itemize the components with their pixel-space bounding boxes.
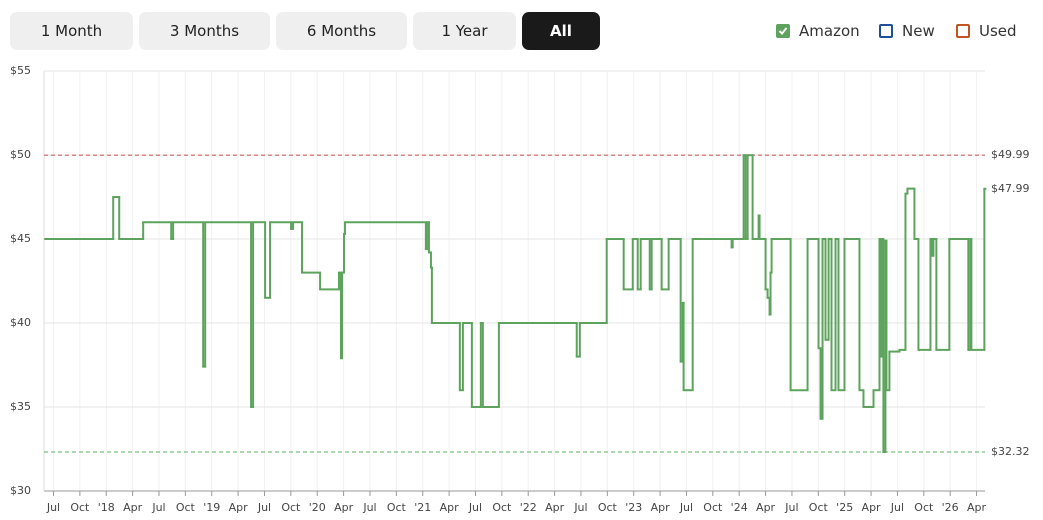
y-tick-label: $55 bbox=[10, 64, 31, 77]
x-tick-label: Apr bbox=[967, 501, 987, 514]
y-tick-label: $35 bbox=[10, 400, 31, 413]
x-tick-label: Apr bbox=[440, 501, 460, 514]
x-tick-label: Apr bbox=[651, 501, 671, 514]
legend-checkbox[interactable] bbox=[879, 24, 893, 38]
reference-label: $32.32 bbox=[991, 445, 1030, 458]
x-tick-label: Apr bbox=[862, 501, 882, 514]
legend-item[interactable]: New bbox=[879, 22, 935, 40]
x-tick-label: '20 bbox=[309, 501, 326, 514]
x-tick-label: Apr bbox=[123, 501, 143, 514]
range-button[interactable]: 1 Month bbox=[10, 12, 133, 50]
legend-item[interactable]: Used bbox=[956, 22, 1017, 40]
x-tick-label: Jul bbox=[151, 501, 165, 514]
x-tick-label: '23 bbox=[625, 501, 642, 514]
x-tick-label: Apr bbox=[545, 501, 565, 514]
x-tick-label: Oct bbox=[387, 501, 407, 514]
range-button[interactable]: All bbox=[522, 12, 600, 50]
x-tick-label: Oct bbox=[492, 501, 512, 514]
x-tick-label: '21 bbox=[414, 501, 431, 514]
range-button[interactable]: 3 Months bbox=[139, 12, 270, 50]
check-mark bbox=[778, 27, 788, 35]
x-tick-label: Jul bbox=[573, 501, 587, 514]
x-tick-label: Oct bbox=[281, 501, 301, 514]
legend-checkbox[interactable] bbox=[776, 24, 790, 38]
price-line bbox=[44, 154, 987, 454]
x-tick-label: Oct bbox=[70, 501, 90, 514]
x-tick-label: '26 bbox=[942, 501, 959, 514]
x-tick-label: Jul bbox=[784, 501, 798, 514]
x-tick-label: Apr bbox=[756, 501, 776, 514]
y-tick-label: $40 bbox=[10, 316, 31, 329]
reference-label: $47.99 bbox=[991, 182, 1030, 195]
legend-item[interactable]: Amazon bbox=[776, 22, 860, 40]
legend-checkbox[interactable] bbox=[956, 24, 970, 38]
x-tick-label: '25 bbox=[836, 501, 853, 514]
range-button[interactable]: 1 Year bbox=[413, 12, 516, 50]
x-tick-label: Jul bbox=[890, 501, 904, 514]
reference-label: $49.99 bbox=[991, 148, 1030, 161]
y-tick-label: $30 bbox=[10, 484, 31, 497]
x-tick-label: Oct bbox=[914, 501, 934, 514]
y-tick-label: $50 bbox=[10, 148, 31, 161]
y-tick-label: $45 bbox=[10, 232, 31, 245]
x-tick-label: '19 bbox=[203, 501, 220, 514]
x-tick-label: '22 bbox=[520, 501, 537, 514]
legend-label: Amazon bbox=[799, 22, 860, 40]
x-tick-label: Oct bbox=[703, 501, 723, 514]
x-tick-label: Jul bbox=[46, 501, 60, 514]
x-tick-label: Apr bbox=[229, 501, 249, 514]
x-tick-label: Oct bbox=[598, 501, 618, 514]
legend-label: Used bbox=[979, 22, 1017, 40]
legend-label: New bbox=[902, 22, 935, 40]
x-tick-label: Oct bbox=[809, 501, 829, 514]
x-tick-label: Jul bbox=[468, 501, 482, 514]
x-tick-label: Oct bbox=[176, 501, 196, 514]
x-tick-label: Jul bbox=[362, 501, 376, 514]
x-tick-label: Jul bbox=[679, 501, 693, 514]
range-button[interactable]: 6 Months bbox=[276, 12, 407, 50]
x-tick-label: '18 bbox=[98, 501, 115, 514]
x-tick-label: '24 bbox=[731, 501, 748, 514]
x-tick-label: Jul bbox=[257, 501, 271, 514]
x-tick-label: Apr bbox=[334, 501, 354, 514]
